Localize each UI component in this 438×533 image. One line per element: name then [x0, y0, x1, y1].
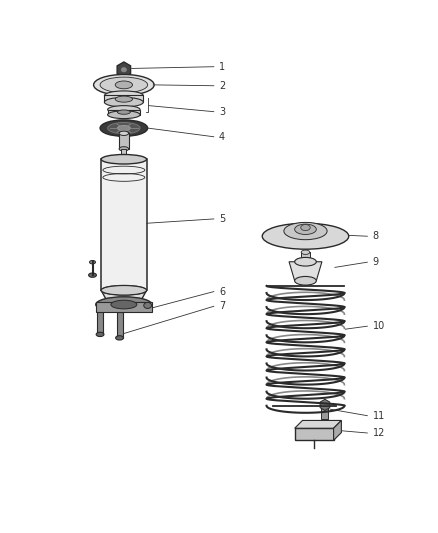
Ellipse shape	[144, 302, 152, 309]
FancyBboxPatch shape	[97, 311, 103, 334]
Ellipse shape	[295, 257, 316, 266]
Ellipse shape	[89, 261, 95, 264]
Text: 8: 8	[372, 231, 378, 241]
Polygon shape	[289, 262, 322, 281]
FancyBboxPatch shape	[321, 406, 328, 419]
Ellipse shape	[94, 75, 154, 95]
Ellipse shape	[104, 98, 143, 107]
Text: 3: 3	[219, 107, 225, 117]
Ellipse shape	[96, 297, 152, 312]
Text: 5: 5	[219, 214, 225, 224]
Ellipse shape	[104, 91, 143, 100]
Ellipse shape	[96, 332, 104, 336]
Ellipse shape	[295, 224, 316, 235]
Text: 4: 4	[219, 132, 225, 142]
Ellipse shape	[121, 68, 127, 72]
FancyBboxPatch shape	[301, 252, 310, 262]
Ellipse shape	[100, 77, 148, 93]
FancyBboxPatch shape	[117, 312, 123, 338]
Ellipse shape	[295, 258, 316, 265]
Ellipse shape	[301, 224, 310, 231]
FancyBboxPatch shape	[104, 95, 143, 102]
Ellipse shape	[100, 120, 148, 136]
Ellipse shape	[108, 106, 140, 114]
FancyBboxPatch shape	[119, 133, 129, 149]
Text: 1: 1	[219, 62, 225, 72]
Ellipse shape	[115, 81, 133, 89]
FancyBboxPatch shape	[121, 149, 127, 159]
Ellipse shape	[101, 155, 147, 164]
Polygon shape	[334, 421, 341, 440]
Ellipse shape	[110, 303, 138, 310]
Ellipse shape	[117, 110, 131, 114]
Ellipse shape	[115, 96, 133, 102]
Ellipse shape	[116, 336, 124, 340]
Ellipse shape	[284, 222, 327, 240]
FancyBboxPatch shape	[101, 159, 147, 290]
Text: 12: 12	[372, 428, 385, 438]
Text: 9: 9	[372, 257, 378, 267]
Ellipse shape	[119, 147, 129, 151]
Ellipse shape	[108, 123, 140, 134]
Ellipse shape	[119, 131, 129, 135]
Ellipse shape	[101, 286, 147, 295]
Text: 6: 6	[219, 287, 225, 296]
FancyBboxPatch shape	[96, 302, 152, 312]
Ellipse shape	[295, 277, 316, 285]
Ellipse shape	[108, 111, 140, 119]
Text: 11: 11	[372, 411, 385, 421]
Ellipse shape	[88, 273, 96, 277]
Text: 10: 10	[372, 321, 385, 331]
FancyBboxPatch shape	[295, 428, 334, 440]
Ellipse shape	[101, 286, 147, 295]
Text: 7: 7	[219, 301, 225, 311]
Ellipse shape	[301, 250, 310, 254]
Ellipse shape	[262, 223, 349, 249]
Polygon shape	[295, 421, 341, 428]
Polygon shape	[101, 290, 147, 306]
FancyBboxPatch shape	[108, 109, 140, 115]
Ellipse shape	[117, 126, 131, 131]
Text: 2: 2	[219, 80, 225, 91]
Ellipse shape	[111, 300, 137, 309]
